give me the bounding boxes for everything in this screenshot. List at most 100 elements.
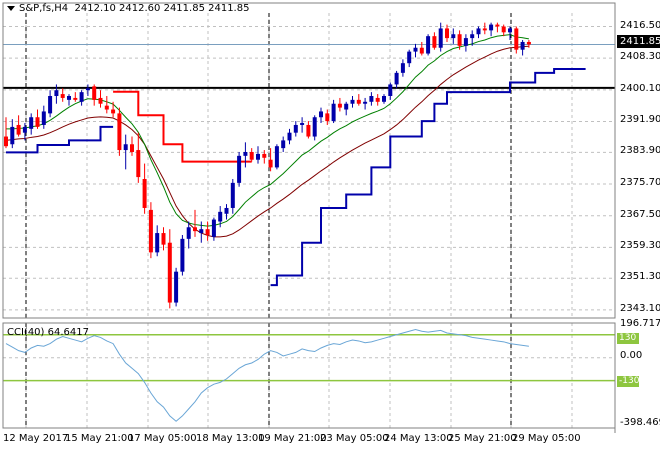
candle-body — [312, 117, 317, 137]
candle-body — [155, 233, 160, 253]
trail-up-line — [270, 67, 586, 287]
candle-body — [489, 24, 494, 31]
time-axis-label: 18 May 13:00 — [196, 433, 265, 444]
time-axis-label: 29 May 05:00 — [512, 433, 581, 444]
cci-level-up-tag: 130 — [617, 333, 639, 344]
candle-body — [4, 136, 8, 147]
candle-body — [237, 155, 242, 183]
candle-body — [92, 86, 97, 100]
candle-body — [85, 88, 90, 91]
candle-body — [319, 111, 323, 118]
menu-arrow-icon[interactable] — [7, 5, 15, 11]
trailing-stop-lines — [6, 67, 586, 287]
price-axis-label: 2408.30 — [620, 51, 660, 63]
candle-body — [41, 111, 46, 125]
candle-body — [205, 229, 210, 235]
time-axis-label: 24 May 13:00 — [384, 433, 453, 444]
candle-body — [482, 28, 487, 31]
candle-body — [293, 124, 298, 133]
candle-body — [274, 146, 279, 168]
candle-body — [180, 238, 185, 272]
candle-body — [476, 28, 481, 35]
candle-body — [306, 124, 311, 137]
candle-body — [161, 233, 166, 245]
candle-body — [130, 144, 134, 152]
candle-body — [520, 41, 525, 50]
trail-down-line — [113, 90, 252, 163]
cci-series — [3, 328, 615, 422]
candle-body — [514, 28, 519, 50]
candle-body — [98, 97, 103, 104]
candle-body — [281, 140, 286, 149]
time-axis-label: 15 May 21:00 — [65, 433, 134, 444]
candle-body — [148, 209, 153, 253]
candle-body — [174, 271, 179, 303]
candle-body — [426, 36, 431, 54]
candle-body — [287, 132, 292, 141]
chart-title: S&P,fs,H4 2412.10 2412.60 2411.85 2411.8… — [7, 3, 249, 14]
candle-body — [256, 153, 260, 160]
price-axis-label: 2400.10 — [620, 82, 660, 94]
candle-body — [79, 92, 84, 102]
candle-body — [300, 123, 305, 125]
candle-body — [249, 151, 254, 160]
candle-body — [167, 242, 172, 303]
candle-body — [224, 207, 229, 214]
cci-axis-label: -398.469 — [620, 417, 660, 428]
moving-averages — [5, 34, 529, 238]
time-axis-label: 25 May 21:00 — [448, 433, 517, 444]
cci-axis-label: 0.00 — [620, 349, 643, 361]
candle-body — [344, 103, 349, 110]
candle-body — [67, 96, 71, 100]
candle-body — [470, 34, 475, 39]
candle-body — [413, 47, 418, 52]
candle-body — [432, 36, 437, 48]
ma-slow-line — [5, 45, 529, 238]
candle-body — [262, 153, 267, 158]
candle-body — [104, 105, 109, 110]
candle-body — [117, 113, 122, 151]
candle-body — [463, 38, 468, 46]
candle-body — [211, 219, 216, 237]
candle-body — [193, 227, 197, 232]
candle-body — [60, 94, 65, 98]
candle-body — [394, 72, 399, 85]
candle-body — [337, 103, 342, 108]
candle-body — [218, 211, 223, 222]
symbol-info: S&P,fs,H4 — [19, 3, 69, 14]
candle-body — [186, 227, 191, 239]
candle-body — [142, 179, 147, 208]
candle-body — [22, 126, 27, 133]
candlestick-series — [4, 22, 531, 309]
candle-body — [136, 150, 141, 178]
candle-body — [230, 182, 235, 208]
price-axis-label: 2383.90 — [620, 145, 660, 157]
main-panel-border — [2, 2, 616, 319]
price-axis-label: 2359.30 — [620, 240, 660, 252]
candle-body — [369, 96, 374, 102]
candle-body — [419, 47, 424, 54]
candle-body — [356, 99, 361, 104]
candle-body — [331, 103, 336, 122]
candle-body — [438, 28, 443, 48]
candle-body — [495, 24, 500, 27]
candle-body — [54, 90, 59, 97]
cci-axis-label: 196.7175 — [620, 318, 660, 329]
candle-body — [123, 144, 128, 151]
ma-fast-line — [6, 34, 529, 227]
candle-body — [48, 96, 53, 114]
cci-level-down-tag: -130 — [617, 376, 640, 387]
candle-body — [29, 117, 34, 129]
candle-body — [199, 229, 204, 234]
price-axis-label: 2351.30 — [620, 271, 660, 283]
candle-body — [451, 34, 456, 39]
ohlc-values: 2412.10 2412.60 2411.85 2411.85 — [74, 3, 250, 14]
candle-body — [508, 28, 512, 33]
candle-body — [363, 101, 368, 104]
candle-body — [111, 109, 116, 114]
chart-frame — [2, 2, 616, 433]
time-axis-label: 17 May 05:00 — [128, 433, 197, 444]
candle-body — [268, 159, 273, 168]
candle-body — [325, 113, 330, 122]
